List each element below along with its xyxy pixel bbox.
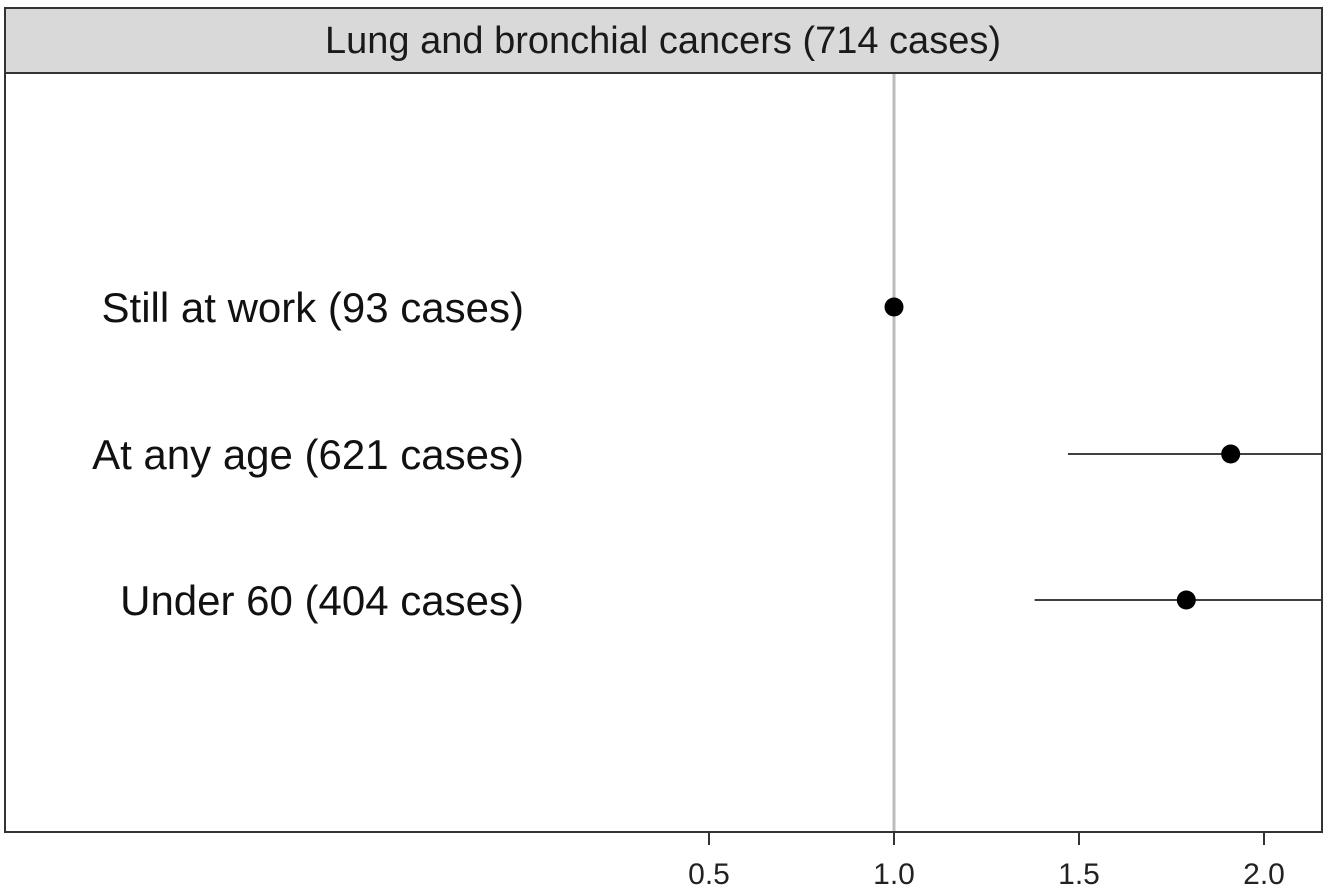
- estimate-point: [1221, 444, 1241, 464]
- category-label: At any age (621 cases): [92, 431, 524, 478]
- x-tick-label: 2.0: [1243, 858, 1285, 891]
- estimate-point: [1176, 590, 1196, 610]
- x-tick-label: 1.0: [873, 858, 915, 891]
- x-tick-label: 0.5: [688, 858, 730, 891]
- title-strip: [4, 7, 1323, 74]
- category-label: Still at work (93 cases): [102, 284, 524, 331]
- category-label: Under 60 (404 cases): [120, 577, 524, 624]
- x-tick-label: 1.5: [1058, 858, 1100, 891]
- estimate-point: [884, 297, 904, 317]
- plot-panel: [4, 72, 1323, 833]
- chart-title: Lung and bronchial cancers (714 cases): [325, 20, 1001, 62]
